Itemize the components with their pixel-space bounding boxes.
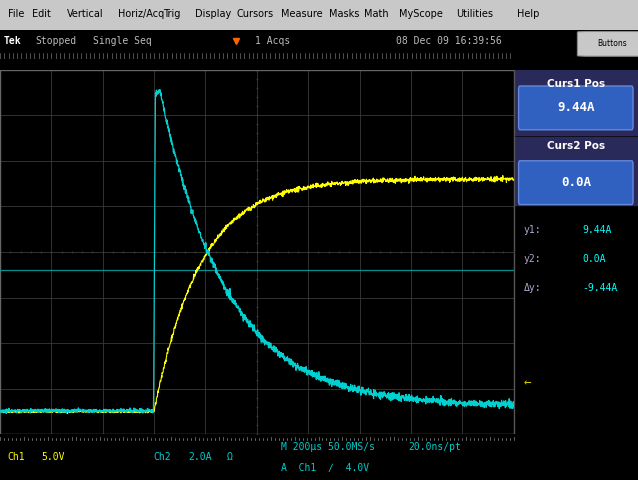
Text: Edit: Edit [32, 9, 51, 19]
Text: Utilities: Utilities [456, 9, 493, 19]
Bar [514, 137, 638, 204]
FancyBboxPatch shape [519, 161, 633, 204]
Text: Math: Math [364, 9, 389, 19]
Text: Curs2 Pos: Curs2 Pos [547, 141, 605, 151]
Text: Measure: Measure [281, 9, 322, 19]
Text: y2:: y2: [524, 254, 541, 264]
FancyBboxPatch shape [519, 86, 633, 130]
Text: Single Seq: Single Seq [93, 36, 151, 46]
Text: Buttons: Buttons [598, 38, 627, 48]
Text: 9.44A: 9.44A [582, 225, 611, 235]
Text: Cursors: Cursors [236, 9, 273, 19]
Text: M 200μs 50.0MS/s: M 200μs 50.0MS/s [281, 442, 375, 452]
Text: 2.0A: 2.0A [188, 452, 212, 462]
Text: 1 Acqs: 1 Acqs [255, 36, 290, 46]
Text: Masks: Masks [329, 9, 359, 19]
Text: A  Ch1  ∕  4.0V: A Ch1 ∕ 4.0V [281, 462, 369, 472]
Text: ←: ← [524, 377, 531, 390]
Bar [514, 70, 638, 135]
Text: Horiz/Acq: Horiz/Acq [118, 9, 164, 19]
Text: Tek: Tek [3, 36, 21, 46]
Text: Ch1: Ch1 [8, 452, 26, 462]
Text: 0.0A: 0.0A [561, 176, 591, 189]
Text: File: File [8, 9, 24, 19]
Text: 0.0A: 0.0A [582, 254, 605, 264]
Text: 08 Dec 09 16:39:56: 08 Dec 09 16:39:56 [396, 36, 501, 46]
Text: -9.44A: -9.44A [582, 284, 618, 293]
Text: Trig: Trig [163, 9, 180, 19]
Text: 20.0ns/pt: 20.0ns/pt [408, 442, 461, 452]
Text: y1:: y1: [524, 225, 541, 235]
FancyBboxPatch shape [577, 32, 638, 56]
Text: Δy:: Δy: [524, 284, 541, 293]
Text: MyScope: MyScope [399, 9, 443, 19]
Text: Stopped: Stopped [35, 36, 76, 46]
Text: Ω: Ω [226, 452, 232, 462]
Text: 5.0V: 5.0V [41, 452, 65, 462]
Text: Curs1 Pos: Curs1 Pos [547, 79, 605, 89]
Text: Help: Help [517, 9, 539, 19]
Text: Ch2: Ch2 [153, 452, 171, 462]
Text: Vertical: Vertical [67, 9, 103, 19]
Text: Display: Display [195, 9, 231, 19]
Text: 9.44A: 9.44A [557, 101, 595, 114]
